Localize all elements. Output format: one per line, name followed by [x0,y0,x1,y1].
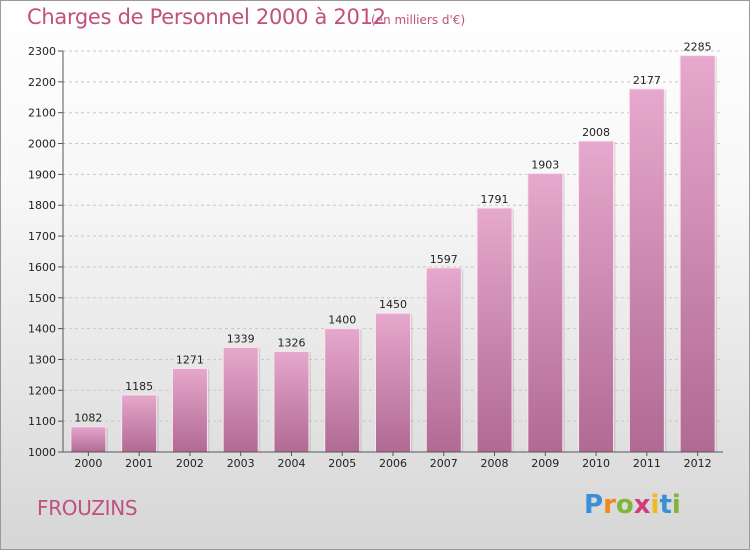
x-tick-label: 2001 [125,457,153,470]
logo-letter: i [671,490,681,520]
bar [222,346,259,453]
x-tick-label: 2010 [582,457,610,470]
data-label: 1450 [379,298,407,311]
bar [273,350,310,453]
logo-letter: P [584,490,604,520]
logo-letter: r [603,490,616,520]
y-tick-label: 1400 [28,323,56,336]
x-tick-label: 2012 [684,457,712,470]
data-label: 2177 [633,74,661,87]
data-label: 1400 [328,314,356,327]
axes [58,50,723,456]
data-label: 1185 [125,380,153,393]
bar [70,426,107,453]
y-tick-label: 1600 [28,261,56,274]
bar [527,172,564,453]
x-tick-label: 2005 [328,457,356,470]
chart-title: Charges de Personnel 2000 à 2012 [27,5,386,29]
bar [578,140,615,453]
bar [324,328,361,453]
bar [375,312,411,453]
y-tick-label: 2100 [28,107,56,120]
bar [171,367,208,453]
y-tick-label: 1000 [28,446,56,459]
data-label: 1326 [277,336,305,349]
data-label: 1903 [531,158,559,171]
x-tick-label: 2002 [176,457,204,470]
y-tick-label: 1200 [28,384,56,397]
x-tick-label: 2008 [481,457,509,470]
x-tick-label: 2004 [277,457,305,470]
bar [679,55,716,453]
y-tick-label: 2300 [28,45,56,58]
y-tick-label: 2200 [28,76,56,89]
x-tick-label: 2007 [430,457,458,470]
x-tick-label: 2009 [531,457,559,470]
bars [70,55,718,453]
x-tick-label: 2011 [633,457,661,470]
proxiti-logo: Proxiti [584,490,681,520]
place-name: FROUZINS [37,496,138,520]
data-label: 1271 [176,353,204,366]
chart-subtitle: (en milliers d'€) [371,13,466,27]
data-label: 1082 [74,412,102,425]
logo-letter: o [615,490,634,520]
x-tick-label: 2000 [74,457,102,470]
logo-letter: i [650,490,660,520]
logo-letter: t [659,490,672,520]
logo-letter: x [633,490,651,520]
y-tick-label: 1900 [28,168,56,181]
labels: 1000 1100 1200 1300 1400 1500 1600 1700 1800 1900… [28,41,712,470]
bar [425,267,462,453]
data-label: 2285 [684,41,712,54]
y-tick-label: 1700 [28,230,56,243]
y-tick-label: 1500 [28,292,56,305]
y-tick-label: 1100 [28,415,56,428]
bar [476,207,513,453]
y-tick-label: 2000 [28,138,56,151]
data-label: 1597 [430,253,458,266]
bar [121,394,158,453]
x-tick-label: 2003 [227,457,255,470]
bar [628,88,665,453]
y-tick-label: 1800 [28,199,56,212]
x-tick-label: 2006 [379,457,407,470]
data-label: 1791 [481,193,509,206]
data-label: 2008 [582,126,610,139]
data-label: 1339 [227,332,255,345]
y-tick-label: 1300 [28,353,56,366]
